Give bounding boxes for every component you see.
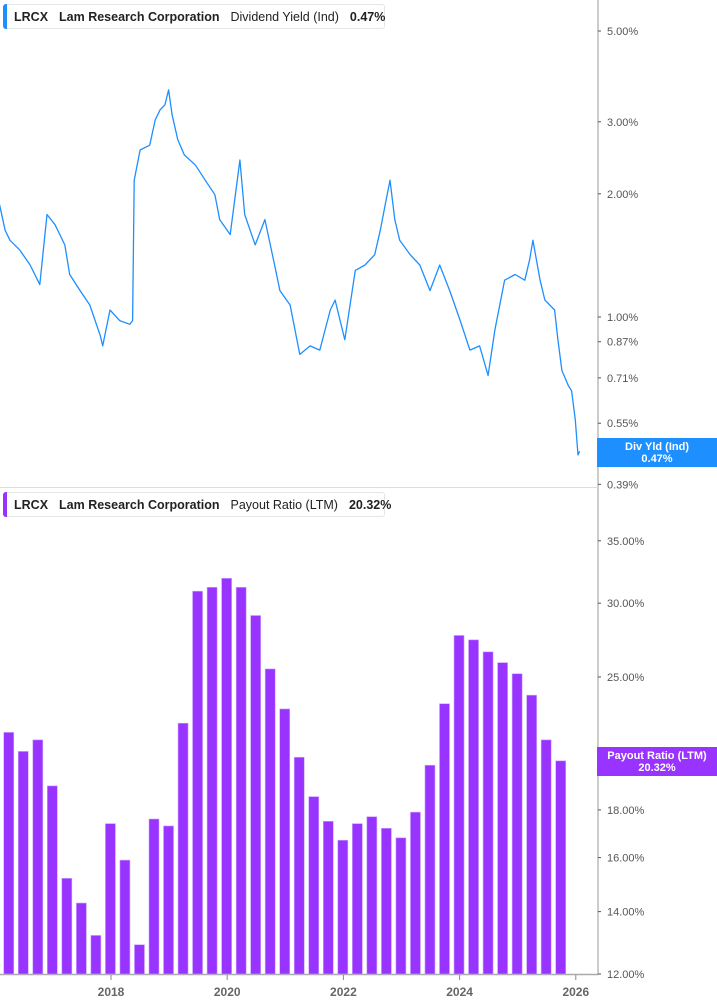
y-tick-label: 5.00%	[607, 26, 638, 38]
y-tick-label: 3.00%	[607, 117, 638, 129]
payout-bar	[163, 825, 174, 975]
payout-bar	[119, 859, 131, 975]
dividend-yield-line	[0, 89, 581, 456]
payout-bar	[61, 878, 73, 975]
payout-bar	[352, 823, 363, 975]
payout-ratio-legend: LRCX Lam Research Corporation Payout Rat…	[3, 492, 391, 517]
payout-bar	[482, 651, 494, 975]
dividend-yield-price-flag: Div Yld (Ind) 0.47%	[597, 438, 717, 467]
legend-color-marker	[3, 4, 7, 29]
y-tick-label: 12.00%	[607, 969, 645, 981]
payout-bar	[148, 818, 160, 975]
legend-value: 20.32%	[348, 497, 392, 512]
legend-metric: Dividend Yield (Ind)	[230, 9, 339, 24]
payout-bar	[264, 668, 276, 975]
y-tick-label: 16.00%	[607, 853, 645, 865]
payout-bar	[206, 587, 218, 975]
payout-bar	[308, 796, 320, 975]
payout-bar	[235, 587, 247, 975]
x-tick-label: 2024	[446, 985, 473, 999]
flag-label: Payout Ratio (LTM)	[607, 750, 707, 762]
payout-bar	[555, 760, 566, 975]
payout-bar	[47, 785, 58, 975]
y-tick-label: 14.00%	[607, 907, 645, 919]
y-tick-label: 0.71%	[607, 373, 638, 385]
y-tick-label: 0.39%	[607, 479, 638, 491]
payout-bar	[322, 821, 334, 975]
payout-bar	[453, 635, 465, 975]
legend-color-marker	[3, 492, 7, 517]
legend-company: Lam Research Corporation	[59, 497, 220, 512]
payout-bar	[279, 708, 291, 975]
payout-bar	[293, 756, 305, 975]
payout-bar	[439, 703, 450, 975]
y-tick-label: 35.00%	[607, 536, 645, 548]
payout-bar	[76, 902, 87, 975]
legend-company: Lam Research Corporation	[59, 9, 220, 24]
dividend-yield-legend: LRCX Lam Research Corporation Dividend Y…	[3, 4, 385, 29]
payout-bar	[497, 662, 508, 975]
payout-bar	[366, 816, 378, 975]
payout-bar	[381, 828, 392, 975]
payout-bar	[17, 751, 29, 975]
payout-bar	[192, 590, 203, 975]
legend-ticker: LRCX	[14, 497, 49, 512]
payout-bar	[410, 811, 421, 975]
payout-bar	[90, 935, 102, 975]
payout-bar	[395, 837, 407, 975]
legend-value: 0.47%	[349, 9, 386, 24]
payout-bar	[468, 639, 479, 975]
payout-bar	[337, 839, 349, 975]
y-tick-label: 18.00%	[607, 805, 645, 817]
payout-bar	[32, 739, 44, 975]
payout-bar	[3, 732, 15, 975]
legend-metric: Payout Ratio (LTM)	[230, 497, 338, 512]
payout-bar	[540, 739, 552, 975]
flag-value: 20.32%	[638, 762, 676, 774]
payout-bar	[526, 694, 537, 975]
y-tick-label: 0.87%	[607, 337, 638, 349]
payout-bar	[250, 615, 261, 975]
y-tick-label: 30.00%	[607, 598, 645, 610]
payout-bar	[177, 722, 189, 975]
payout-bar	[424, 764, 436, 975]
legend-ticker: LRCX	[14, 9, 49, 24]
flag-value: 0.47%	[641, 453, 673, 465]
y-tick-label: 1.00%	[607, 312, 638, 324]
y-tick-label: 2.00%	[607, 189, 638, 201]
payout-bar	[105, 823, 116, 975]
payout-bar	[511, 673, 523, 975]
x-tick-label: 2018	[98, 985, 125, 999]
payout-bar	[134, 944, 145, 975]
flag-label: Div Yld (Ind)	[625, 441, 689, 453]
x-tick-label: 2022	[330, 985, 357, 999]
y-tick-label: 25.00%	[607, 672, 645, 684]
payout-bar	[221, 578, 232, 975]
x-tick-label: 2026	[562, 985, 589, 999]
payout-ratio-price-flag: Payout Ratio (LTM) 20.32%	[597, 747, 717, 776]
y-tick-label: 0.55%	[607, 418, 638, 430]
x-tick-label: 2020	[214, 985, 241, 999]
